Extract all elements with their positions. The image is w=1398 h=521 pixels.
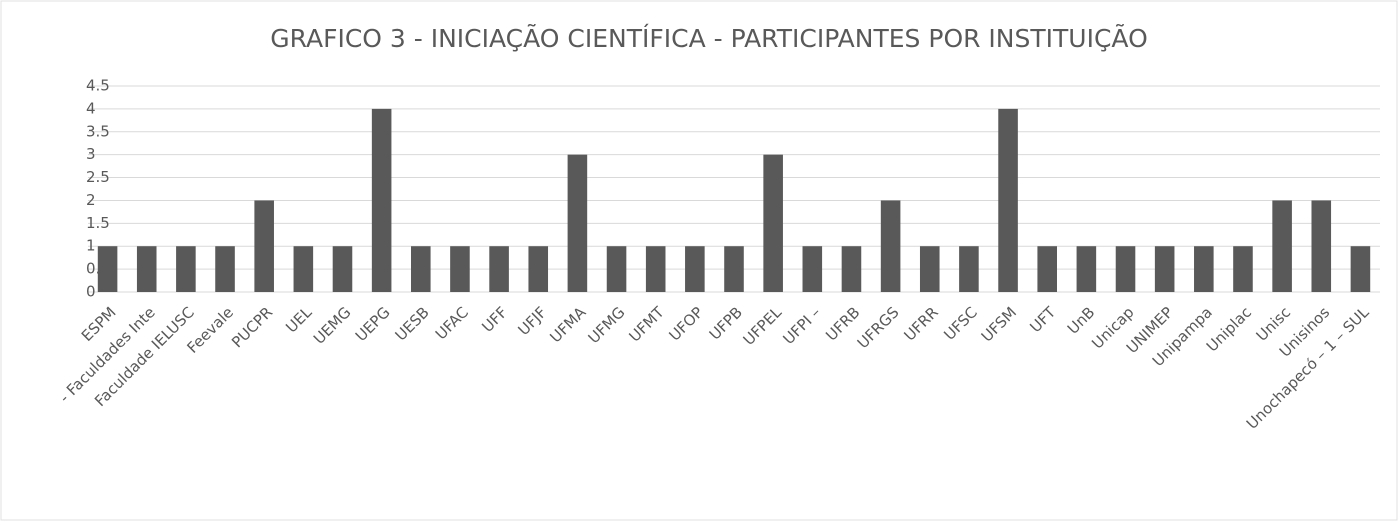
bar bbox=[802, 246, 823, 292]
y-tick-label: 1.5 bbox=[86, 214, 110, 232]
bar bbox=[293, 246, 314, 292]
bar bbox=[1272, 200, 1292, 292]
y-tick-label: 1 bbox=[86, 237, 96, 255]
bar bbox=[763, 154, 783, 292]
bar bbox=[841, 246, 862, 292]
bar bbox=[1350, 246, 1371, 292]
bar bbox=[998, 108, 1018, 292]
bar bbox=[1194, 246, 1214, 292]
bar bbox=[1076, 246, 1097, 292]
y-tick-label: 2.5 bbox=[86, 168, 110, 186]
bar bbox=[254, 200, 274, 292]
bar bbox=[919, 246, 940, 292]
bar bbox=[685, 246, 705, 292]
bar bbox=[1115, 246, 1136, 292]
bar bbox=[1233, 246, 1253, 292]
bar bbox=[215, 246, 235, 292]
y-tick-label: 2 bbox=[86, 191, 96, 209]
bar bbox=[97, 246, 118, 292]
bar bbox=[880, 200, 901, 292]
bar bbox=[528, 246, 549, 292]
y-tick-label: 4.5 bbox=[86, 77, 110, 95]
bar bbox=[1311, 200, 1332, 292]
bar bbox=[450, 246, 470, 292]
bar bbox=[1037, 246, 1057, 292]
bar bbox=[1154, 246, 1175, 292]
bar bbox=[176, 246, 196, 292]
bar bbox=[411, 246, 431, 292]
bar bbox=[959, 246, 979, 292]
bar bbox=[724, 246, 744, 292]
bar bbox=[489, 246, 509, 292]
y-tick-label: 3.5 bbox=[86, 122, 110, 140]
bar bbox=[645, 246, 666, 292]
bar bbox=[332, 246, 353, 292]
chart-title: GRAFICO 3 - INICIAÇÃO CIENTÍFICA - PARTI… bbox=[270, 23, 1148, 53]
bar bbox=[567, 154, 588, 292]
bar bbox=[371, 108, 392, 292]
y-tick-label: 3 bbox=[86, 145, 96, 163]
bar bbox=[606, 246, 627, 292]
bar bbox=[136, 246, 157, 292]
y-tick-label: 0 bbox=[86, 283, 96, 301]
y-tick-label: 4 bbox=[86, 99, 96, 117]
